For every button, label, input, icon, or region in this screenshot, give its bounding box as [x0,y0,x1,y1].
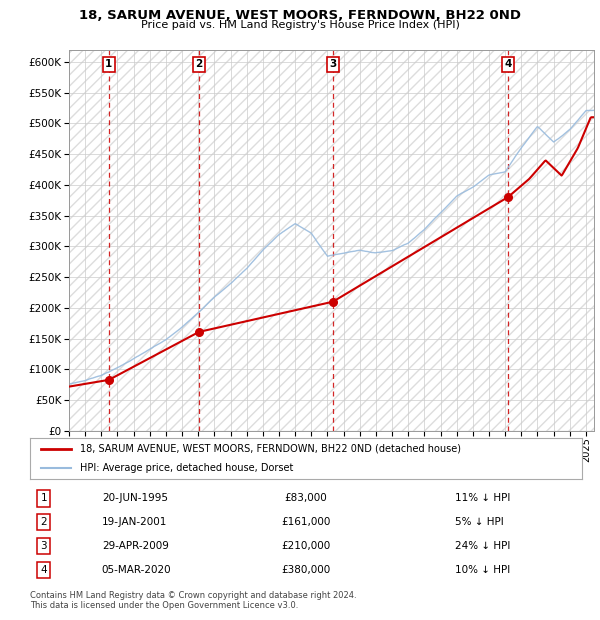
Text: £161,000: £161,000 [281,517,331,528]
Text: £83,000: £83,000 [284,494,328,503]
Text: 24% ↓ HPI: 24% ↓ HPI [455,541,511,551]
Text: HPI: Average price, detached house, Dorset: HPI: Average price, detached house, Dors… [80,463,293,472]
Text: 18, SARUM AVENUE, WEST MOORS, FERNDOWN, BH22 0ND (detached house): 18, SARUM AVENUE, WEST MOORS, FERNDOWN, … [80,444,461,454]
Text: 4: 4 [40,565,47,575]
Text: 2: 2 [196,59,203,69]
Text: 11% ↓ HPI: 11% ↓ HPI [455,494,511,503]
Text: 19-JAN-2001: 19-JAN-2001 [102,517,167,528]
Text: £210,000: £210,000 [281,541,331,551]
Text: 2: 2 [40,517,47,528]
Text: 1: 1 [105,59,113,69]
Text: This data is licensed under the Open Government Licence v3.0.: This data is licensed under the Open Gov… [30,601,298,611]
Text: 3: 3 [329,59,337,69]
Text: 4: 4 [504,59,512,69]
Text: 20-JUN-1995: 20-JUN-1995 [102,494,168,503]
Text: 29-APR-2009: 29-APR-2009 [102,541,169,551]
Text: 18, SARUM AVENUE, WEST MOORS, FERNDOWN, BH22 0ND: 18, SARUM AVENUE, WEST MOORS, FERNDOWN, … [79,9,521,22]
Text: 05-MAR-2020: 05-MAR-2020 [102,565,172,575]
Text: Price paid vs. HM Land Registry's House Price Index (HPI): Price paid vs. HM Land Registry's House … [140,20,460,30]
Text: 5% ↓ HPI: 5% ↓ HPI [455,517,504,528]
Text: Contains HM Land Registry data © Crown copyright and database right 2024.: Contains HM Land Registry data © Crown c… [30,591,356,601]
Text: 3: 3 [40,541,47,551]
Text: 10% ↓ HPI: 10% ↓ HPI [455,565,510,575]
Text: 1: 1 [40,494,47,503]
Text: £380,000: £380,000 [281,565,331,575]
